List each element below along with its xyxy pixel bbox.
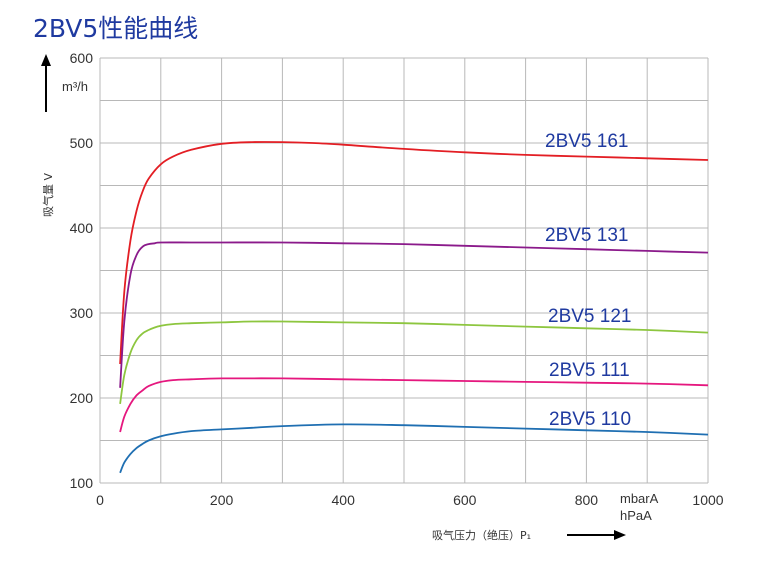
x-tick-label: 200 bbox=[210, 492, 234, 508]
series-label-2: 2BV5 121 bbox=[548, 306, 631, 327]
x-tick-label: 800 bbox=[575, 492, 599, 508]
x-axis-label: 吸气压力（绝压）P₁ bbox=[432, 528, 531, 542]
y-unit-label: m³/h bbox=[62, 79, 88, 94]
grid bbox=[99, 57, 709, 484]
series-label-3: 2BV5 111 bbox=[549, 360, 630, 381]
y-axis-arrowhead bbox=[41, 54, 51, 66]
series-line-4 bbox=[119, 423, 709, 474]
series-line-1 bbox=[119, 241, 709, 388]
y-tick-label: 100 bbox=[70, 475, 94, 491]
y-tick-label: 300 bbox=[70, 305, 94, 321]
y-tick-label: 600 bbox=[70, 50, 94, 66]
x-unit-hpa: hPaA bbox=[620, 508, 652, 523]
x-unit-mbar: mbarA bbox=[620, 491, 659, 506]
y-tick-labels: 100 200 300 400 500 600 bbox=[70, 50, 94, 491]
series-group bbox=[119, 141, 709, 474]
y-tick-label: 500 bbox=[70, 135, 94, 151]
y-tick-label: 200 bbox=[70, 390, 94, 406]
y-tick-label: 400 bbox=[70, 220, 94, 236]
x-tick-label: 400 bbox=[332, 492, 356, 508]
x-tick-labels: 0 200 400 600 800 1000 bbox=[96, 492, 724, 508]
x-tick-label: 600 bbox=[453, 492, 477, 508]
series-line-2 bbox=[119, 320, 709, 405]
y-axis-label: 吸气量 V bbox=[41, 173, 55, 217]
series-line-0 bbox=[119, 141, 709, 365]
x-tick-label: 0 bbox=[96, 492, 104, 508]
series-labels: 2BV5 161 2BV5 131 2BV5 121 2BV5 111 2BV5 110 bbox=[545, 131, 631, 430]
series-label-4: 2BV5 110 bbox=[549, 409, 631, 430]
series-line-3 bbox=[119, 377, 709, 433]
x-tick-label: 1000 bbox=[692, 492, 723, 508]
series-label-1: 2BV5 131 bbox=[545, 225, 628, 246]
x-axis-arrowhead bbox=[614, 530, 626, 540]
chart-title: 2BV5性能曲线 bbox=[33, 14, 198, 43]
series-label-0: 2BV5 161 bbox=[545, 131, 628, 152]
